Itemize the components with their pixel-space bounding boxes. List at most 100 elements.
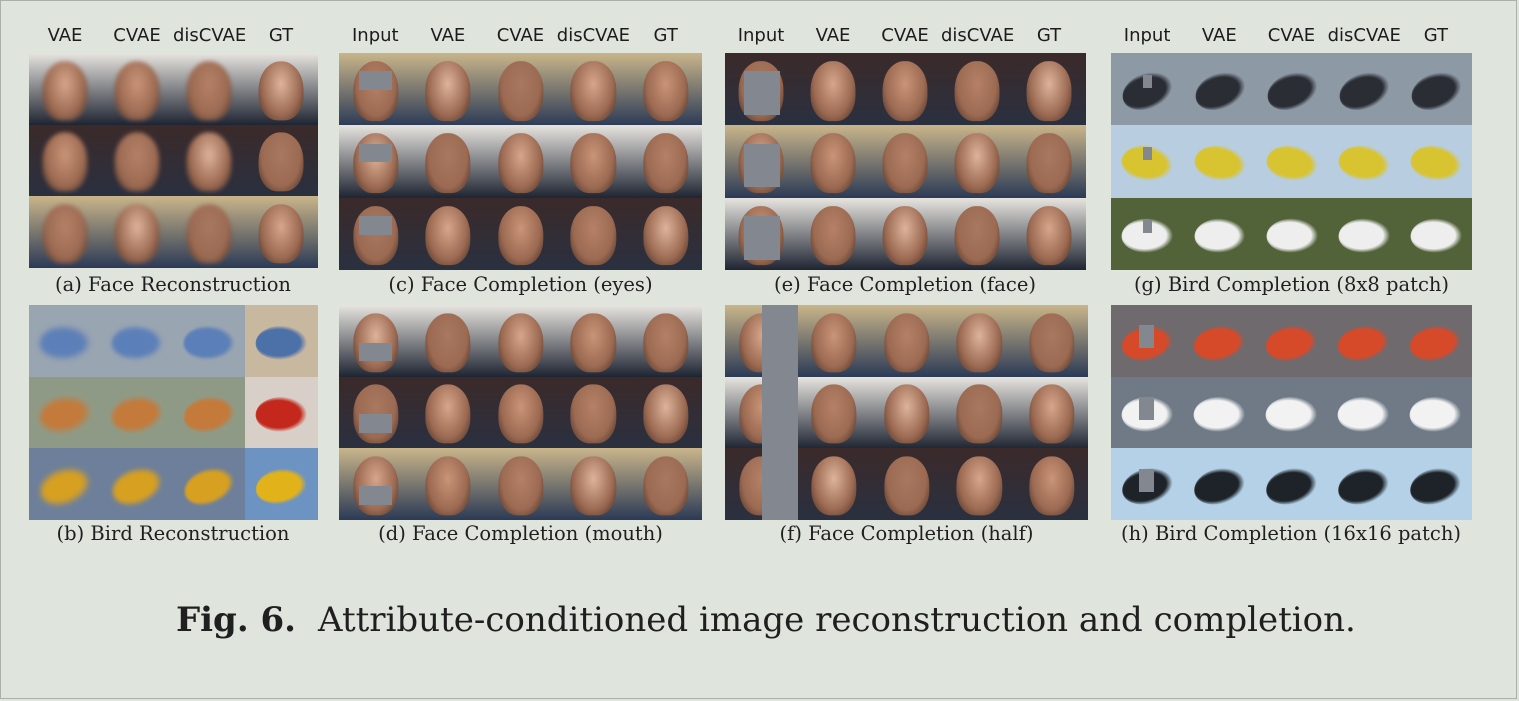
face-image [629,376,703,449]
bird-image [245,376,318,449]
face-image [411,197,485,271]
bird-image [1399,125,1473,199]
face-figure [258,60,304,121]
caption-a: (a) Face Reconstruction [55,273,291,296]
panel-bird-reconstruction [29,305,318,521]
face-figure [884,384,930,444]
occlusion-mask [359,485,392,505]
bird-image [1399,197,1473,271]
face-image [411,125,485,199]
face-figure [570,312,616,373]
occlusion-mask [1142,74,1152,88]
bird-figure [181,392,238,436]
face-figure [425,384,471,444]
face-image [245,124,318,197]
face-figure [498,456,544,516]
bird-image [173,305,246,378]
face-image [942,305,1016,378]
face-image [797,197,870,271]
face-figure [1029,456,1075,516]
column-header: disCVAE [173,25,247,46]
occlusion-mask [1142,147,1152,161]
face-image [870,376,944,449]
face-figure [882,205,928,266]
occlusion-mask [761,448,799,521]
bird-figure [1189,65,1250,116]
face-figure [956,312,1002,373]
face-figure [498,61,544,121]
face-image [1013,197,1086,271]
column-header: disCVAE [556,25,631,46]
face-figure [882,61,928,121]
face-image [173,124,246,197]
face-image [1013,125,1086,199]
bird-figure [1117,65,1178,116]
bird-image [245,448,318,521]
face-image [725,448,799,521]
bird-image [1183,305,1256,378]
face-figure [258,132,304,192]
face-figure [882,133,928,194]
face-figure [186,132,232,192]
bird-image [1111,305,1184,378]
face-figure [114,204,160,264]
face-image [339,197,413,271]
bird-image [1255,197,1329,271]
face-figure [498,205,544,266]
bird-image [245,305,318,378]
face-image [629,125,703,199]
panel-face-completion-mouth [339,305,703,521]
face-figure [956,456,1002,516]
bird-image [1183,448,1256,521]
face-figure [1026,61,1072,121]
figure-caption: Fig. 6. Attribute-conditioned image recon… [176,600,1356,640]
bird-image [1399,448,1472,521]
bird-image [1399,53,1473,126]
bird-figure [253,464,310,508]
face-image [339,125,413,199]
face-image [797,305,871,378]
face-figure [42,132,88,192]
face-figure [114,132,160,192]
bird-figure [1334,65,1394,116]
face-image [556,197,630,271]
face-figure [570,384,616,444]
face-image [629,53,703,126]
face-figure [498,384,544,444]
face-image [556,53,630,126]
face-image [941,125,1014,199]
face-image [484,125,558,199]
occlusion-mask [743,71,781,115]
column-header: CVAE [496,25,545,46]
face-figure [1026,133,1072,194]
bird-image [1255,305,1328,378]
face-figure [570,456,616,516]
face-figure [811,384,857,444]
face-image [725,125,798,199]
face-image [725,305,799,378]
face-figure [1026,205,1072,266]
face-figure [643,61,689,121]
bird-figure [255,396,307,432]
face-image [629,305,703,378]
occlusion-mask [359,215,392,235]
bird-figure [1194,218,1245,253]
face-figure [643,312,689,373]
face-figure [811,456,857,516]
face-image [29,196,102,269]
bird-figure [1407,321,1464,364]
face-image [484,448,558,521]
face-figure [570,61,616,121]
face-image [101,124,174,197]
bird-figure [1265,396,1317,432]
bird-figure [1191,321,1248,364]
panel-face-completion-half [725,305,1089,521]
face-figure [810,205,856,266]
face-image [484,197,558,271]
column-header: VAE [430,25,466,46]
bird-figure [1262,462,1321,509]
bird-figure [107,460,168,511]
occlusion-mask [1138,468,1155,492]
bird-figure [1406,65,1467,116]
